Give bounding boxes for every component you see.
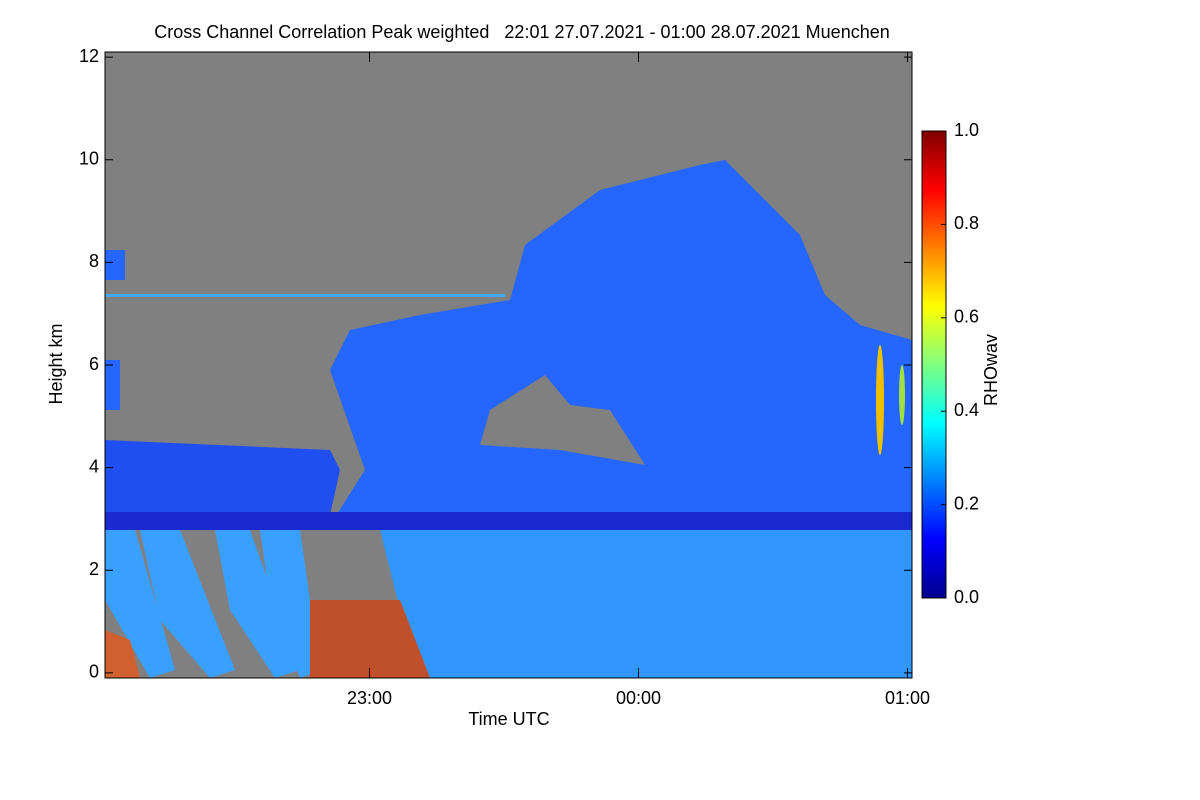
colorbar bbox=[921, 130, 947, 599]
x-tick-label: 23:00 bbox=[347, 688, 392, 708]
x-tick-label: 00:00 bbox=[616, 688, 661, 708]
colorbar-tick-label: 1.0 bbox=[954, 120, 979, 140]
y-tick-label: 8 bbox=[89, 251, 99, 271]
heatmap-shape bbox=[380, 530, 912, 678]
y-axis-label: Height km bbox=[46, 323, 66, 404]
y-tick-label: 6 bbox=[89, 354, 99, 374]
y-tick-label: 2 bbox=[89, 559, 99, 579]
heatmap-shape bbox=[105, 250, 125, 280]
colorbar-tick-label: 0.0 bbox=[954, 587, 979, 607]
colorbar-tick-label: 0.4 bbox=[954, 400, 979, 420]
heatmap-shape bbox=[899, 365, 905, 425]
heatmap-shape bbox=[105, 512, 912, 530]
heatmap-shape bbox=[480, 375, 645, 465]
colorbar-tick-label: 0.2 bbox=[954, 493, 979, 513]
y-tick-label: 10 bbox=[79, 149, 99, 169]
x-axis-label: Time UTC bbox=[468, 709, 549, 729]
chart-title: Cross Channel Correlation Peak weighted … bbox=[154, 22, 890, 42]
colorbar-label: RHOwav bbox=[981, 334, 1001, 406]
heatmap-shape bbox=[310, 600, 430, 678]
colorbar-tick-label: 0.8 bbox=[954, 213, 979, 233]
heatmap-shape bbox=[105, 360, 120, 410]
heatmap-shape bbox=[215, 530, 300, 678]
heatmap-shape bbox=[105, 530, 175, 678]
heatmap bbox=[105, 52, 912, 678]
y-tick-label: 0 bbox=[89, 662, 99, 682]
heatmap-shape bbox=[330, 160, 912, 525]
x-tick-label: 01:00 bbox=[885, 688, 930, 708]
y-tick-label: 4 bbox=[89, 456, 99, 476]
y-tick-label: 12 bbox=[79, 46, 99, 66]
heatmap-shape bbox=[105, 630, 140, 678]
heatmap-shape bbox=[105, 294, 505, 297]
heatmap-shape bbox=[140, 530, 235, 678]
heatmap-shape bbox=[876, 345, 884, 455]
heatmap-shape bbox=[260, 530, 320, 678]
heatmap-shape bbox=[105, 440, 340, 515]
colorbar-tick-label: 0.6 bbox=[954, 307, 979, 327]
